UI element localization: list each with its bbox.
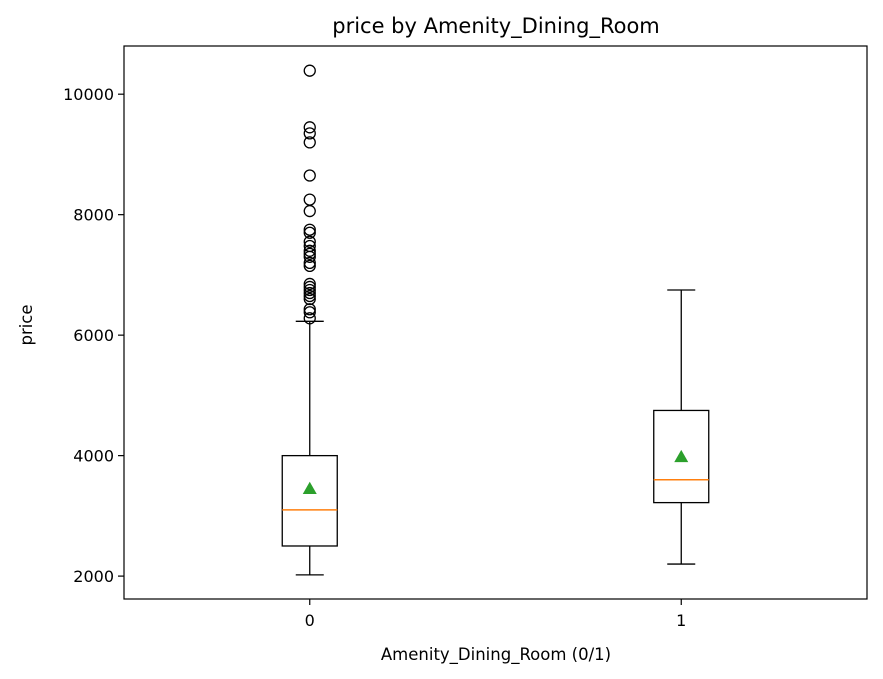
plot-frame xyxy=(123,45,868,600)
x-tick-label: 1 xyxy=(676,611,686,630)
box-group-0 xyxy=(281,64,338,576)
outlier-point xyxy=(303,303,316,316)
y-axis: 2000 4000 6000 8000 10000 xyxy=(63,85,124,586)
y-tick-label: 2000 xyxy=(73,567,114,586)
outlier-point xyxy=(303,136,316,149)
y-axis-label: price xyxy=(17,304,36,345)
outlier-point xyxy=(303,64,316,77)
y-tick-label: 8000 xyxy=(73,206,114,225)
outlier-point xyxy=(303,121,316,134)
mean-marker xyxy=(674,449,689,463)
outlier-point xyxy=(303,256,316,270)
outlier-point xyxy=(303,312,316,325)
iqr-box xyxy=(281,454,338,547)
outlier-point xyxy=(303,292,316,306)
outlier-point xyxy=(303,286,316,300)
outlier-point xyxy=(303,280,316,294)
outlier-point xyxy=(303,277,316,291)
y-tick-label: 10000 xyxy=(63,85,114,104)
outlier-point xyxy=(303,193,316,206)
x-tick-label: 0 xyxy=(305,611,315,630)
outlier-point xyxy=(303,235,316,248)
outlier-point xyxy=(303,204,316,218)
y-tick-label: 6000 xyxy=(73,326,114,345)
outlier-point xyxy=(303,127,316,140)
chart-title: price by Amenity_Dining_Room xyxy=(332,14,660,39)
plot-area xyxy=(281,64,710,576)
outlier-point xyxy=(303,244,316,257)
outlier-point xyxy=(303,306,316,319)
x-axis-label: Amenity_Dining_Room (0/1) xyxy=(381,645,611,665)
outlier-point xyxy=(303,169,316,182)
outlier-point xyxy=(303,247,316,260)
y-tick-label: 4000 xyxy=(73,447,114,466)
outlier-point xyxy=(303,259,316,273)
outlier-point xyxy=(303,223,316,236)
outlier-point xyxy=(303,239,316,253)
outlier-point xyxy=(303,226,316,239)
iqr-box xyxy=(653,409,710,504)
outlier-point xyxy=(303,283,316,297)
box-group-1 xyxy=(653,289,710,565)
mean-marker xyxy=(302,481,317,495)
outlier-point xyxy=(303,289,316,303)
